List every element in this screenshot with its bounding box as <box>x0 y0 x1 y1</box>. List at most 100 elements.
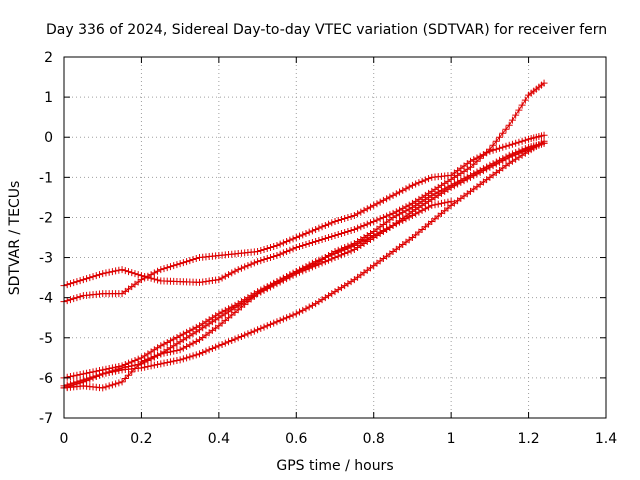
data-point <box>508 140 516 148</box>
y-tick-label: 1 <box>44 90 53 106</box>
data-point <box>360 237 368 245</box>
data-point <box>163 348 171 356</box>
data-point <box>108 368 116 376</box>
data-point <box>399 208 407 216</box>
data-point <box>144 272 152 280</box>
data-point <box>125 371 133 379</box>
data-point <box>176 260 184 268</box>
data-point <box>92 373 100 381</box>
data-point <box>254 326 262 334</box>
data-point <box>257 247 265 255</box>
data-point <box>102 369 110 377</box>
data-point <box>150 361 158 369</box>
data-point <box>95 271 103 279</box>
data-point <box>160 265 168 273</box>
data-point <box>221 339 229 347</box>
data-point <box>492 160 500 168</box>
data-point <box>379 213 387 221</box>
data-point <box>328 232 336 240</box>
data-point <box>225 338 233 346</box>
data-point <box>105 268 113 276</box>
data-point <box>502 125 510 133</box>
data-point <box>183 354 191 362</box>
data-point <box>318 236 326 244</box>
data-point <box>179 344 187 352</box>
data-point <box>147 354 155 362</box>
data-point <box>183 258 191 266</box>
data-point <box>134 271 142 279</box>
data-point <box>147 362 155 370</box>
data-point <box>186 257 194 265</box>
data-point <box>257 257 265 265</box>
series-6 <box>60 137 548 392</box>
data-point <box>276 276 284 284</box>
data-point <box>521 136 529 144</box>
data-point <box>289 245 297 253</box>
data-point <box>496 133 504 141</box>
data-point <box>483 165 491 173</box>
data-point <box>496 144 504 152</box>
data-point <box>354 240 362 248</box>
data-point <box>63 373 71 381</box>
data-point <box>141 274 149 282</box>
data-point <box>415 179 423 187</box>
data-point <box>486 147 494 155</box>
data-point <box>421 176 429 184</box>
data-point <box>473 170 481 178</box>
data-point <box>376 228 384 236</box>
data-point <box>347 212 355 220</box>
data-point <box>121 267 129 275</box>
data-point <box>389 213 397 221</box>
data-point <box>79 276 87 284</box>
axis-ticks: 0 0.2 0.4 0.6 0.8 1 1.2 1.4 -7 -6 -5 -4 -3 -2 -1 0 1 2 <box>39 50 617 447</box>
data-point <box>392 190 400 198</box>
data-point <box>263 255 271 263</box>
data-point <box>444 198 452 206</box>
data-point <box>402 185 410 193</box>
series-2 <box>60 131 548 306</box>
data-point <box>363 235 371 243</box>
data-point <box>160 340 168 348</box>
data-point <box>370 217 378 225</box>
data-point <box>383 212 391 220</box>
data-point <box>499 143 507 151</box>
data-point <box>218 340 226 348</box>
data-point <box>286 312 294 320</box>
data-point <box>241 263 249 271</box>
series-line <box>63 142 545 379</box>
data-point <box>192 351 200 359</box>
data-point <box>283 238 291 246</box>
data-point <box>470 172 478 180</box>
data-point <box>376 215 384 223</box>
data-point <box>467 157 474 165</box>
data-point <box>150 269 158 277</box>
data-point <box>499 129 507 137</box>
data-point <box>166 337 174 345</box>
data-point <box>431 201 439 209</box>
data-point <box>144 355 152 363</box>
data-point <box>450 182 458 190</box>
data-point <box>273 278 281 286</box>
data-point <box>425 203 433 211</box>
data-point <box>86 375 94 383</box>
data-point <box>228 336 236 344</box>
y-axis-title: SDTVAR / TECUs <box>7 181 23 296</box>
data-point <box>337 229 345 237</box>
data-point <box>363 220 371 228</box>
data-point <box>373 230 381 238</box>
data-point <box>163 359 171 367</box>
data-point <box>179 355 187 363</box>
y-tick-label: -3 <box>39 251 53 267</box>
data-point <box>202 347 210 355</box>
data-point <box>399 216 407 224</box>
data-point <box>318 255 326 263</box>
data-point <box>315 224 323 232</box>
data-point <box>276 240 284 248</box>
data-point <box>441 199 449 207</box>
series-group <box>60 79 548 392</box>
data-point <box>344 244 352 252</box>
data-point <box>70 381 78 389</box>
data-point <box>383 195 391 203</box>
data-point <box>292 244 300 252</box>
